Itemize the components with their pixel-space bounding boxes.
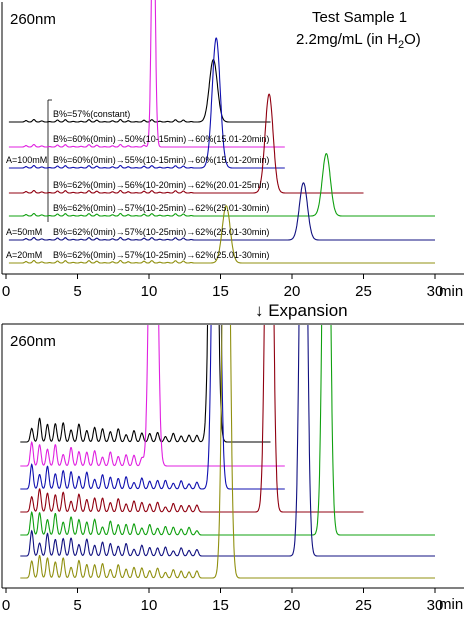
sample-concentration: 2.2mg/mL (in H2O) xyxy=(296,31,421,51)
bottom-series-line xyxy=(20,325,285,490)
top-x-tick-label: 0 xyxy=(2,283,10,300)
bottom-x-tick-label: 5 xyxy=(73,597,81,612)
gradient-label: B%=62%(0min)→56%(10-20min)→62%(20.01-25m… xyxy=(53,180,269,190)
top-x-tick-label: 15 xyxy=(212,283,229,300)
bottom-series-line xyxy=(20,325,435,579)
condition-label: A=20mM xyxy=(6,250,42,260)
top-series-line xyxy=(8,37,285,169)
top-series-group xyxy=(8,0,435,264)
bottom-series-line xyxy=(20,325,435,557)
top-x-tick-label: 20 xyxy=(284,283,301,300)
top-wavelength-label: 260nm xyxy=(10,11,56,28)
bottom-x-unit: min xyxy=(439,596,463,612)
gradient-label: B%=57%(constant) xyxy=(53,109,130,119)
top-series-line xyxy=(8,205,435,264)
bottom-series-line xyxy=(20,325,364,513)
sample-concentration-subscript: 2 xyxy=(398,39,404,51)
gradient-label: B%=62%(0min)→57%(10-25min)→62%(25.01-30m… xyxy=(53,227,269,237)
bottom-x-tick-label: 15 xyxy=(212,597,229,612)
bottom-wavelength-label: 260nm xyxy=(10,333,56,350)
bottom-series-line xyxy=(20,325,271,443)
bottom-series-line xyxy=(20,325,435,536)
bottom-series-line xyxy=(20,325,285,467)
bottom-tick-marks: 0 5 10 15 20 25 30 xyxy=(2,588,444,614)
gradient-label: B%=62%(0min)→57%(10-25min)→62%(25.01-30m… xyxy=(53,203,269,213)
expansion-label: ↓ Expansion xyxy=(255,301,348,320)
sample-concentration-suffix: O) xyxy=(404,31,421,48)
condition-label: A=100mM xyxy=(6,155,47,165)
bottom-x-tick-label: 0 xyxy=(2,597,10,612)
gradient-label: B%=62%(0min)→57%(10-25min)→62%(25.01-30m… xyxy=(53,250,269,260)
bottom-x-tick-label: 20 xyxy=(284,597,301,612)
top-series-line xyxy=(8,0,285,148)
top-condition-labels: B%=57%(constant) B%=60%(0min)→50%(10-15mi… xyxy=(6,109,269,260)
top-x-tick-label: 10 xyxy=(141,283,158,300)
sample-concentration-prefix: 2.2mg/mL (in H xyxy=(296,31,398,48)
sample-name: Test Sample 1 xyxy=(312,9,407,26)
bottom-x-tick-label: 10 xyxy=(141,597,158,612)
top-x-tick-label: 5 xyxy=(73,283,81,300)
bottom-x-tick-label: 30 xyxy=(427,597,444,612)
top-series-line xyxy=(8,182,435,241)
condition-label: A=50mM xyxy=(6,227,42,237)
top-x-tick-label: 25 xyxy=(355,283,372,300)
top-series-line xyxy=(8,152,435,217)
top-series-line xyxy=(8,93,364,194)
top-tick-marks: 0 5 10 15 20 25 30 xyxy=(2,274,444,300)
top-panel: 260nm Test Sample 1 2.2mg/mL (in H2O) 0 5… xyxy=(1,0,464,300)
gradient-label: B%=60%(0min)→50%(10-15min)→60%(15.01-20m… xyxy=(53,134,269,144)
top-series-line xyxy=(8,58,271,123)
top-x-unit: min xyxy=(439,283,463,300)
gradient-label: B%=60%(0min)→55%(10-15min)→60%(15.01-20m… xyxy=(53,155,269,165)
bottom-series-group xyxy=(20,325,435,579)
bottom-x-tick-label: 25 xyxy=(355,597,372,612)
top-x-tick-label: 30 xyxy=(427,283,444,300)
